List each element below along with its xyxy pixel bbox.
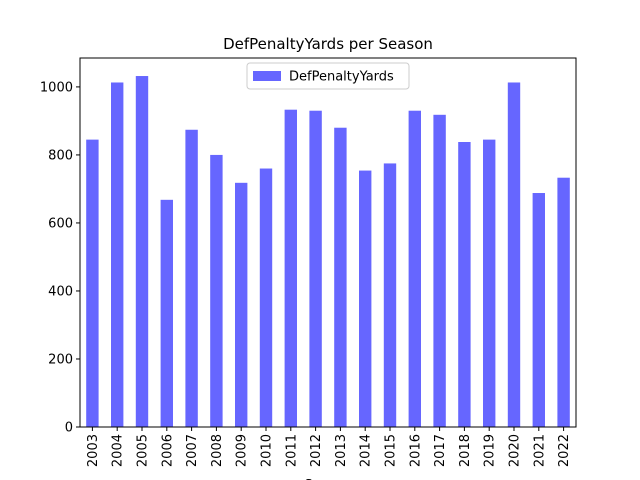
x-tick-label: 2022: [557, 434, 572, 467]
bar: [334, 127, 347, 427]
bar: [86, 139, 99, 427]
bar: [458, 142, 471, 428]
y-tick-label: 800: [48, 148, 73, 163]
y-tick-label: 0: [65, 421, 73, 436]
x-tick-label: 2013: [334, 434, 349, 467]
bar: [160, 199, 173, 427]
bar: [557, 177, 570, 427]
bar: [210, 154, 223, 427]
legend-box: [246, 62, 410, 90]
x-tick-label: 2018: [458, 434, 473, 467]
x-tick-label: 2015: [384, 434, 399, 467]
x-axis-label: Season: [304, 478, 351, 480]
bar: [235, 182, 248, 427]
legend-label: DefPenaltyYards: [289, 70, 394, 85]
bar: [259, 168, 273, 427]
x-tick-label: 2008: [210, 434, 225, 467]
bar: [359, 170, 372, 428]
bar: [507, 82, 521, 427]
x-tick-label: 2011: [284, 434, 299, 467]
x-tick-label: 2010: [260, 434, 275, 467]
x-tick-label: 2019: [483, 434, 498, 467]
bar: [309, 110, 322, 427]
bar: [383, 163, 397, 427]
bar: [185, 129, 198, 427]
bar: [408, 110, 421, 427]
y-tick-label: 400: [48, 284, 73, 299]
chart-title: DefPenaltyYards per Season: [223, 35, 433, 53]
x-tick-label: 2014: [359, 434, 374, 467]
x-tick-label: 2016: [408, 434, 423, 467]
x-tick-label: 2009: [235, 434, 250, 467]
y-tick-label: 600: [48, 216, 73, 231]
y-tick-label: 200: [48, 352, 73, 367]
x-tick-label: 2004: [111, 434, 126, 467]
x-tick-label: 2006: [160, 434, 175, 467]
x-tick-label: 2020: [508, 434, 523, 467]
x-tick-label: 2017: [433, 434, 448, 467]
bar: [532, 193, 545, 427]
y-tick-label: 1000: [40, 80, 73, 95]
bar: [433, 114, 446, 427]
x-tick-label: 2003: [86, 434, 101, 467]
x-tick-label: 2007: [185, 434, 200, 467]
bar: [483, 139, 496, 427]
x-tick-label: 2012: [309, 434, 324, 467]
legend-swatch: [253, 71, 281, 81]
x-tick-label: 2005: [136, 434, 151, 467]
bar: [111, 82, 124, 427]
bar: [135, 76, 149, 427]
x-tick-label: 2021: [532, 434, 547, 467]
plot-frame: [79, 57, 577, 428]
bar: [284, 109, 297, 428]
